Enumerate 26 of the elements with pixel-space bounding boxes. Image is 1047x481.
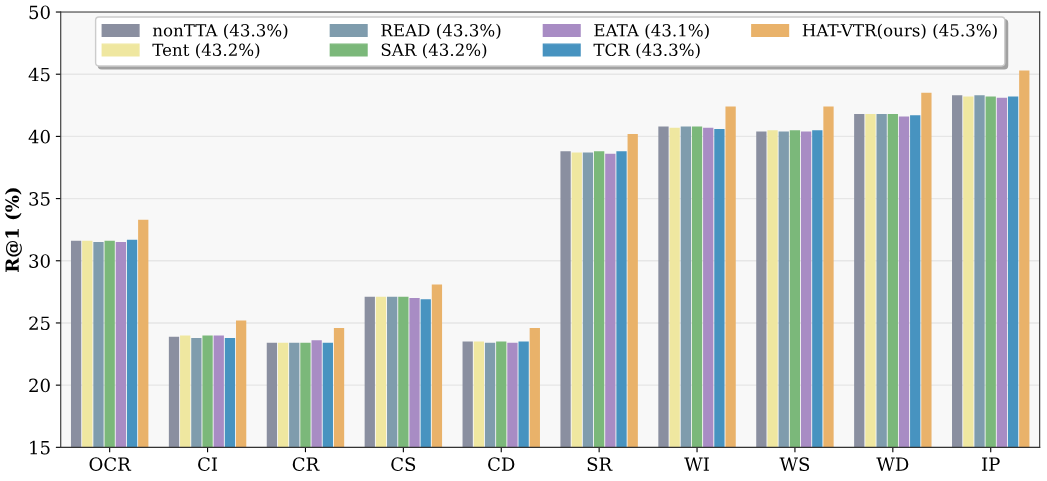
x-tick-label: WI: [684, 457, 709, 471]
y-tick-label: 45: [28, 67, 50, 82]
x-tick-label: SR: [587, 457, 613, 472]
legend-label: SAR (43.2%): [381, 43, 487, 59]
y-tick-label: 15: [30, 440, 50, 455]
legend-label: EATA (43.1%): [594, 23, 709, 39]
x-tick-label: OCR: [89, 457, 132, 472]
y-tick-label: 25: [29, 316, 50, 331]
y-tick-label: 40: [28, 129, 50, 144]
legend-label: READ (43.3%): [381, 23, 501, 39]
y-tick-label: 30: [29, 254, 50, 268]
y-tick-label: 20: [29, 378, 50, 393]
y-tick-label: 50: [29, 5, 50, 20]
x-tick-label: CR: [292, 457, 320, 472]
legend-label: nonTTA (43.3%): [152, 23, 288, 39]
x-tick-label: CS: [391, 457, 416, 472]
legend-label: TCR (43.3%): [593, 43, 700, 59]
y-tick-label: 35: [29, 192, 50, 206]
legend-label: Tent (43.2%): [152, 43, 260, 59]
x-tick-label: WS: [779, 457, 810, 472]
y-axis-title: R@1 (%): [5, 188, 22, 272]
x-tick-label: CI: [198, 457, 218, 472]
x-tick-label: WD: [876, 457, 909, 471]
legend-label: HAT-VTR(ours) (45.3%): [802, 23, 997, 39]
x-tick-label: CD: [488, 457, 515, 472]
x-tick-label: IP: [982, 457, 1000, 471]
